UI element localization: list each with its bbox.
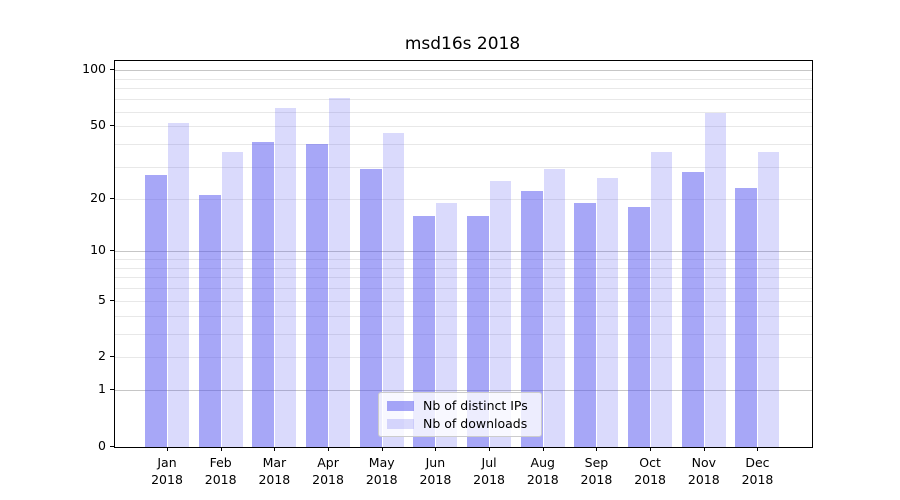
gridline-minor-40 (115, 143, 812, 145)
gridline-major-1 (115, 390, 812, 392)
downloads-swatch (387, 418, 414, 429)
x-tick-label-oct: Oct 2018 (634, 455, 667, 487)
gridline-minor-9 (115, 259, 812, 261)
x-tick-label-dec: Dec 2018 (741, 455, 774, 487)
gridline-minor-60 (115, 111, 812, 113)
bar-jan-downloads (168, 123, 189, 447)
bar-jun-downloads (436, 202, 458, 447)
plot-area (114, 60, 813, 448)
x-tick-label-sep: Sep 2018 (580, 455, 613, 487)
bar-oct-downloads (651, 152, 673, 447)
x-tick-label-jul: Jul 2018 (473, 455, 505, 487)
gridline-minor-80 (115, 88, 812, 90)
x-tick-label-may: May 2018 (365, 455, 398, 487)
gridline-minor-20 (115, 198, 812, 200)
chart-title: msd16s 2018 (404, 34, 521, 54)
gridline-minor-90 (115, 78, 812, 80)
bar-jun-distinct-ips (413, 215, 436, 447)
y-tick-mark-5 (110, 299, 114, 301)
bar-dec-downloads (758, 152, 780, 447)
x-tick-mark-aug (542, 447, 544, 451)
bar-aug-downloads (543, 169, 565, 447)
gridline-major-100 (115, 70, 812, 72)
x-tick-label-jan: Jan 2018 (151, 455, 183, 487)
gridline-minor-7 (115, 277, 812, 279)
x-tick-label-jun: Jun 2018 (419, 455, 452, 487)
x-tick-mark-mar (274, 447, 276, 451)
x-tick-mark-sep (596, 447, 598, 451)
bar-mar-distinct-ips (252, 141, 275, 447)
y-tick-mark-2 (110, 356, 114, 358)
x-tick-label-nov: Nov 2018 (687, 455, 720, 487)
x-tick-mark-apr (328, 447, 330, 451)
bar-dec-distinct-ips (735, 187, 758, 447)
x-tick-mark-dec (757, 447, 759, 451)
x-tick-mark-jan (167, 447, 168, 451)
legend-row-distinct-ips: Nb of distinct IPs (387, 398, 533, 413)
gridline-minor-30 (115, 166, 812, 168)
bar-jul-distinct-ips (467, 215, 490, 447)
gridline-minor-5 (115, 300, 812, 302)
bar-jan-distinct-ips (145, 175, 167, 447)
bar-apr-downloads (329, 98, 351, 447)
y-tick-label-20: 20 (90, 189, 106, 205)
legend-label-downloads: Nb of downloads (423, 416, 528, 431)
bar-oct-distinct-ips (628, 206, 651, 447)
bar-mar-downloads (275, 107, 297, 447)
gridline-minor-2 (115, 357, 812, 359)
x-tick-mark-feb (220, 447, 222, 451)
y-tick-mark-100 (110, 69, 114, 71)
y-tick-mark-1 (110, 389, 114, 391)
gridline-minor-50 (115, 126, 812, 128)
bar-may-distinct-ips (359, 169, 382, 447)
bar-sep-distinct-ips (574, 202, 597, 447)
gridline-minor-3 (115, 333, 812, 335)
legend-row-downloads: Nb of downloads (387, 416, 533, 431)
y-tick-mark-10 (110, 250, 114, 252)
bar-nov-downloads (704, 112, 726, 447)
y-tick-label-5: 5 (98, 291, 106, 307)
bar-nov-distinct-ips (681, 172, 704, 447)
x-tick-mark-jul (489, 447, 491, 451)
bar-apr-distinct-ips (306, 143, 329, 447)
y-tick-label-10: 10 (90, 242, 106, 258)
x-tick-label-aug: Aug 2018 (526, 455, 559, 487)
y-tick-label-50: 50 (90, 117, 106, 133)
legend-label-distinct-ips: Nb of distinct IPs (423, 398, 528, 413)
x-tick-mark-oct (650, 447, 652, 451)
x-tick-mark-nov (703, 447, 705, 451)
gridline-minor-4 (115, 315, 812, 317)
y-tick-mark-20 (110, 197, 114, 199)
gridline-major-10 (115, 251, 812, 253)
bar-feb-downloads (221, 152, 243, 447)
bar-jul-downloads (490, 181, 512, 447)
y-tick-mark-50 (110, 125, 114, 127)
distinct-ips-swatch (387, 400, 414, 411)
y-tick-label-2: 2 (98, 348, 106, 364)
bar-aug-distinct-ips (520, 191, 543, 447)
gridline-minor-6 (115, 288, 812, 290)
bar-may-downloads (382, 132, 404, 447)
legend: Nb of distinct IPs Nb of downloads (378, 392, 542, 437)
x-tick-mark-may (381, 447, 383, 451)
bar-sep-downloads (597, 178, 619, 447)
y-tick-mark-0 (110, 446, 114, 447)
x-tick-label-apr: Apr 2018 (312, 455, 344, 487)
y-tick-label-0: 0 (98, 438, 106, 453)
x-tick-label-mar: Mar 2018 (258, 455, 291, 487)
gridline-minor-8 (115, 267, 812, 269)
x-tick-mark-jun (435, 447, 437, 451)
y-tick-label-100: 100 (82, 61, 106, 77)
gridline-minor-70 (115, 99, 812, 101)
x-tick-label-feb: Feb 2018 (204, 455, 237, 487)
y-tick-label-1: 1 (98, 381, 106, 397)
bar-feb-distinct-ips (198, 194, 221, 447)
